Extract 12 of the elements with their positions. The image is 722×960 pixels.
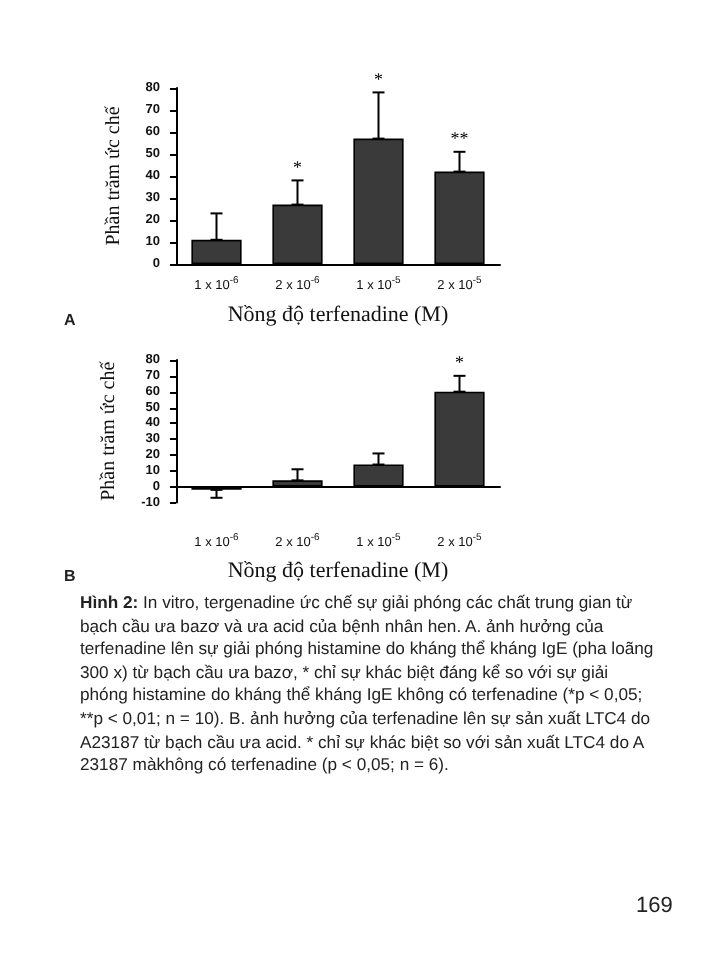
text: B <box>64 567 76 585</box>
annotation: * <box>293 157 303 177</box>
x-axis-title: Nồng độ terfenadine (M) <box>227 303 449 327</box>
annotation: * <box>374 69 384 89</box>
y-axis-title: Phần trăm ức chế <box>102 105 125 246</box>
annotation: ** <box>450 128 470 149</box>
text: Hình 2: In vitro, tergenadine ức chế sự giải phóng các chất trung gian từ bạch cầu ưa bazơ và ưa acid của bệnh nhân hen. A. ảnh hưởng của terfenadine lên sự giải phóng histamine do kháng thể kháng IgE (pha loãng 300 x) từ bạch cầu ưa bazơ, * chỉ sự khác biệt đáng kể so với sự giải phóng histamine do kháng thể kháng IgE không có terfenadine (*p < 0,05; **p < 0,01; n = 10). B. ảnh hưởng của terfenadine lên sự sản xuất LTC4 do A23187 từ bạch cầu ưa acid. * chỉ sự khác biệt so với sản xuất LTC4 do A 23187 màkhông có terfenadine (p < 0,05; n = 6). <box>80 592 654 775</box>
y-axis-title: Phần trăm ức chế <box>98 360 121 501</box>
annotation: * <box>455 352 465 373</box>
text: A <box>64 311 76 329</box>
x-axis-title: Nồng độ terfenadine (M) <box>227 559 449 583</box>
text: 169 <box>636 894 673 918</box>
